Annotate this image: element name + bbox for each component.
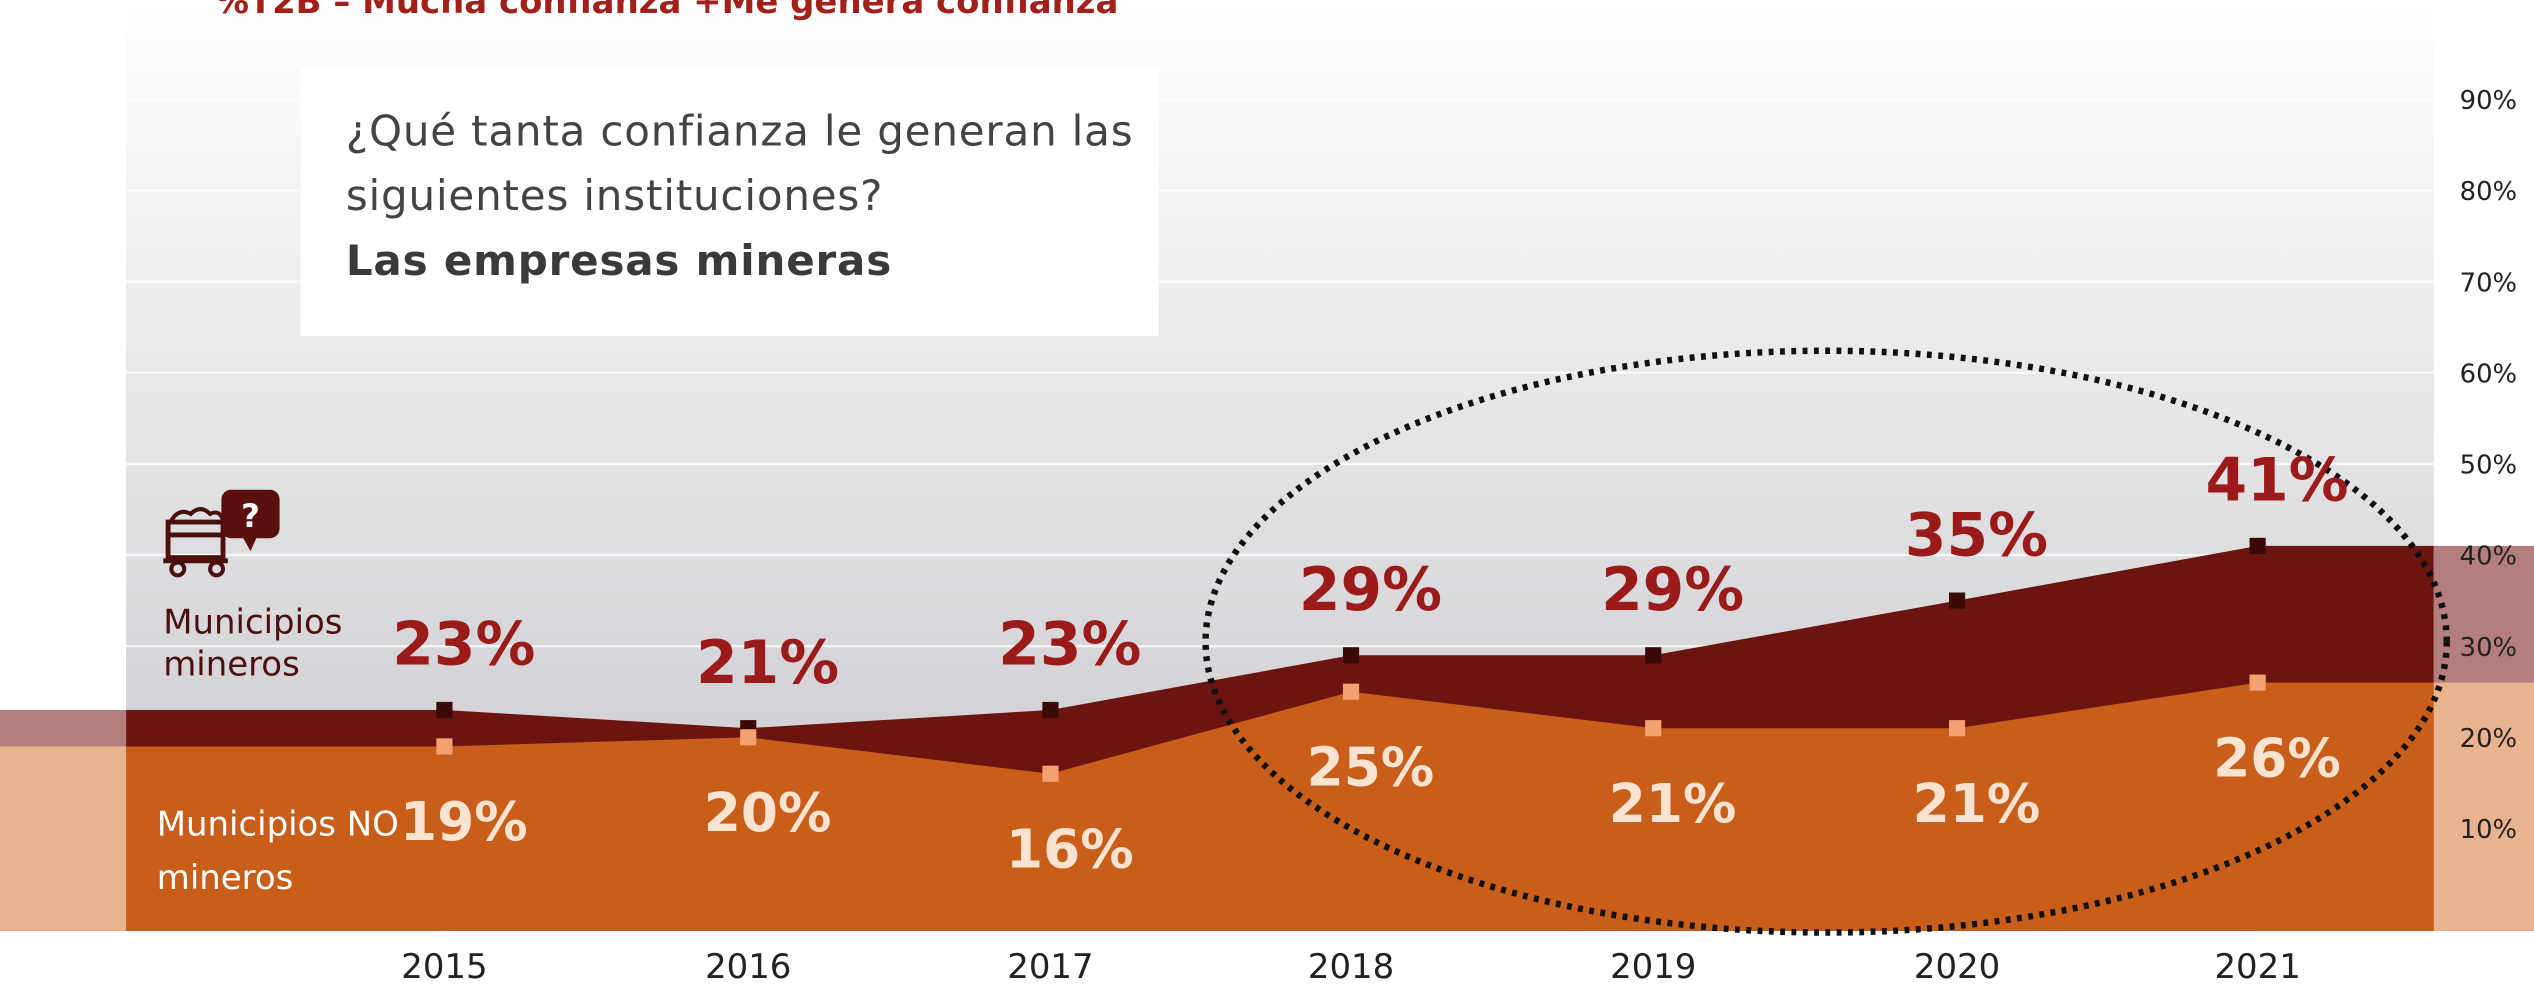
series-label: Municipios mineros — [163, 602, 343, 684]
marker — [1042, 701, 1059, 719]
marker — [1645, 647, 1662, 664]
x-tick-label: 2017 — [1007, 948, 1093, 987]
marker — [1342, 683, 1360, 700]
series-0-label-wrap: Municipios mineros — [163, 602, 343, 684]
data-label: 29% — [1299, 556, 1442, 625]
y-tick-label: 60% — [2460, 359, 2517, 389]
x-tick-label: 2018 — [1308, 948, 1394, 987]
x-tick-label: 2019 — [1610, 948, 1696, 987]
series-1-label-wrap: Municipios NO mineros — [156, 804, 399, 897]
question-box — [300, 67, 1159, 337]
x-tick-label: 2016 — [705, 948, 791, 987]
area-edge — [126, 746, 446, 931]
marker — [436, 701, 453, 719]
y-tick-label: 50% — [2460, 451, 2517, 481]
series-label: Municipios NO mineros — [156, 804, 399, 897]
y-tick-label: 10% — [2460, 815, 2517, 845]
data-label: 29% — [1601, 556, 1744, 625]
side-band — [0, 746, 127, 931]
mining-icon: ? — [163, 489, 280, 578]
marker — [1342, 647, 1360, 664]
chart-subtitle: %T2B – Mucha confianza +Me genera confia… — [215, 0, 1118, 22]
marker — [2249, 537, 2266, 554]
data-label: 25% — [1307, 735, 1435, 798]
question-wrap: ¿Qué tanta confianza le generan las sigu… — [346, 100, 1138, 294]
data-label: 20% — [704, 781, 832, 844]
areas — [0, 545, 2534, 931]
marker — [436, 738, 453, 755]
marker — [1948, 592, 1966, 609]
side-band — [2433, 682, 2534, 931]
x-tick-label: 2020 — [1914, 948, 2000, 987]
data-label: 23% — [392, 611, 535, 680]
chart-title: ¿Qué tanta confianza le generan las sigu… — [345, 108, 1134, 222]
y-tick-label: 40% — [2460, 542, 2517, 572]
chart-highlight: Las empresas mineras — [345, 237, 893, 287]
marker — [2249, 674, 2266, 691]
question: ¿Qué tanta confianza le generan las sigu… — [346, 100, 1138, 294]
y-tick-label: 70% — [2460, 268, 2517, 298]
y-tick-label: 80% — [2460, 177, 2517, 207]
y-tick-label: 30% — [2460, 633, 2517, 663]
y-tick-label: 90% — [2460, 86, 2517, 116]
marker — [1948, 720, 1966, 737]
data-label: 21% — [1913, 772, 2041, 835]
marker — [740, 729, 757, 746]
marker — [1645, 720, 1662, 737]
data-label: 21% — [1609, 772, 1737, 835]
x-tick-label: 2015 — [401, 948, 487, 987]
data-label: 41% — [2205, 447, 2348, 516]
area-edge — [2256, 682, 2434, 931]
data-label: 21% — [696, 629, 839, 698]
data-label: 35% — [1905, 501, 2048, 570]
data-label: 23% — [998, 611, 1141, 680]
marker — [1042, 765, 1059, 782]
data-label: 26% — [2213, 726, 2341, 789]
svg-text:?: ? — [241, 497, 260, 535]
data-label: 16% — [1006, 818, 1134, 881]
y-tick-label: 20% — [2460, 724, 2517, 754]
marks: 23% 21% 23% 29% 29% 35% 41% 19% 20% 16% 25% 21% 21% 2… — [392, 447, 2348, 881]
x-tick-label: 2021 — [2214, 948, 2300, 987]
area — [444, 682, 2258, 931]
data-label: 19% — [400, 790, 528, 853]
